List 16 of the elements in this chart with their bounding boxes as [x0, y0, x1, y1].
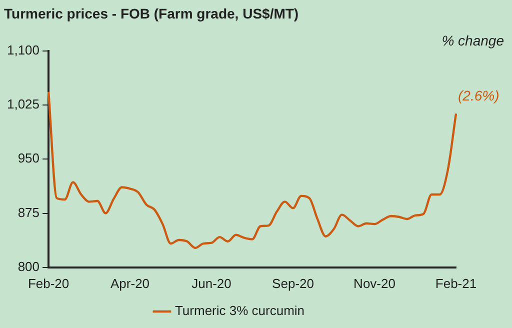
- legend-label: Turmeric 3% curcumin: [174, 303, 305, 318]
- chart-title: Turmeric prices - FOB (Farm grade, US$/MT): [4, 5, 299, 22]
- line-series: [47, 90, 458, 250]
- x-tick-label: Feb-21: [435, 276, 477, 291]
- x-tick-label: Apr-20: [110, 276, 150, 291]
- y-tick-label: 1,100: [6, 42, 40, 58]
- x-tick-label: Feb-20: [28, 276, 70, 291]
- y-tick-label: 950: [18, 150, 40, 166]
- text: % change: [442, 32, 504, 49]
- y-tick-label: 875: [18, 204, 40, 220]
- x-tick-label: Jun-20: [192, 276, 232, 291]
- x-tick-label: Nov-20: [354, 276, 396, 291]
- y-tick-label: 1,025: [6, 96, 40, 112]
- annotation: (2.6%): [458, 88, 500, 104]
- x-tick-label: Sep-20: [272, 276, 314, 291]
- y-tick-label: 800: [18, 258, 40, 274]
